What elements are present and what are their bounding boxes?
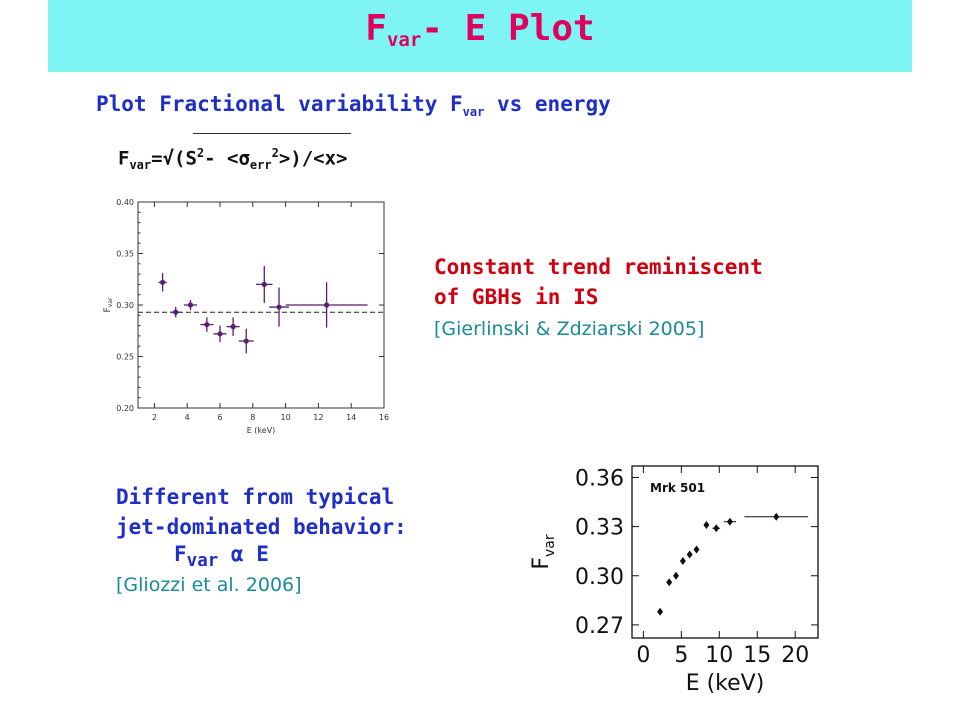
chart2-point [773,512,780,521]
title-main: F [365,8,387,49]
slide-title: Fvar- E Plot [48,8,912,51]
chart1-xtick-label: 4 [185,413,190,422]
trend-line-1: Constant trend reminiscent [434,255,763,279]
chart2-point [726,517,733,526]
chart2-annotation: Mrk 501 [650,481,705,495]
bottom-reference: [Gliozzi et al. 2006] [116,574,302,596]
chart1-point [187,302,194,308]
jet-comparison-text: Different from typical jet-dominated beh… [116,482,407,542]
formula-sup: 2 [196,146,205,160]
chart2-ytick-label: 0.33 [575,516,624,541]
formula-root-bar [193,133,351,134]
bottom-formula-f: F [174,542,187,566]
chart1-xtick-label: 10 [281,413,291,422]
chart2-frame [631,465,819,639]
formula-sup-b: 2 [271,146,279,160]
chart1-ylabel: Fvar [103,297,114,312]
chart2-xtick-label: 10 [705,643,733,668]
bottom-formula-rest: α E [218,542,269,566]
bottom-line-1: Different from typical [116,485,395,509]
chart1-xtick-label: 6 [217,413,222,422]
chart2-point [673,571,680,580]
title-rest: - E Plot [421,8,595,49]
chart2-xtick-label: 15 [743,643,771,668]
formula-f: F [118,147,130,170]
chart1-xlabel: E (keV) [247,426,276,435]
chart1-ytick-label: 0.35 [116,250,134,259]
chart2-xtick-label: 5 [674,643,688,668]
formula-eq-open: =√(S [151,147,197,170]
chart1-xtick-label: 14 [346,413,356,422]
chart2-point [686,550,693,559]
chart1-xtick-label: 8 [250,413,255,422]
subtitle-subscript: var [462,105,485,120]
chart2-point [693,545,700,554]
trend-reference: [Gierlinski & Zdziarski 2005] [434,318,705,340]
chart1-xtick-label: 2 [152,413,157,422]
chart1-point [160,279,166,285]
chart2-point [679,557,686,566]
formula-close: >)/<x> [278,147,348,170]
chart2-xtick-label: 0 [636,643,650,668]
bottom-formula-sub: var [186,551,219,572]
chart1-point [217,331,223,337]
chart1-ytick-label: 0.25 [116,353,134,362]
formula-sigma-sub: err [249,158,272,173]
chart1-point [324,302,330,308]
chart1-xtick-label: 12 [313,413,323,422]
bottom-line-2: jet-dominated behavior: [116,515,407,539]
subtitle-rest: vs energy [484,92,611,116]
chart2-xtick-label: 20 [781,643,809,668]
chart1-point [261,281,267,287]
fvar-energy-chart: 0.20 0.25 0.30 0.35 0.40 2 4 6 8 10 12 14 16 E (keV) F… [103,198,389,435]
chart2-point [666,578,673,587]
chart1-point [204,321,210,328]
chart1-point [243,338,249,344]
subtitle: Plot Fractional variability Fvar vs ener… [96,92,611,119]
chart2-point [703,520,710,529]
chart2-ytick-label: 0.27 [575,614,624,639]
bottom-formula: Fvar α E [174,542,269,571]
chart1-point [173,309,179,315]
trend-line-2: of GBHs in IS [434,285,599,309]
trend-text: Constant trend reminiscent of GBHs in IS [434,252,763,312]
chart1-xtick-label: 16 [379,413,389,422]
chart2-point [713,524,720,533]
fvar-formula: Fvar=√(S2- <σerr2>)/<x> [118,146,347,172]
chart2-ylabel: Fvar [529,534,558,570]
chart1-ytick-label: 0.20 [116,404,134,413]
title-bar: Fvar- E Plot [48,0,912,72]
chart2-xlabel: E (keV) [686,671,765,696]
formula-f-sub: var [129,158,152,173]
subtitle-main: Plot Fractional variability F [96,92,463,116]
chart1-point [276,304,282,310]
chart1-point [230,324,236,330]
chart1-ytick-label: 0.30 [116,301,134,310]
chart1-ytick-label: 0.40 [116,198,134,207]
formula-minus: - <σ [204,147,250,170]
chart2-point [657,607,664,616]
chart2-ytick-label: 0.30 [575,565,624,590]
title-subscript: var [386,29,422,51]
mrk501-chart: 0.27 0.30 0.33 0.36 0 5 10 15 20 E (keV) Fvar Mrk 5… [529,465,819,696]
chart2-ytick-label: 0.36 [575,466,624,491]
